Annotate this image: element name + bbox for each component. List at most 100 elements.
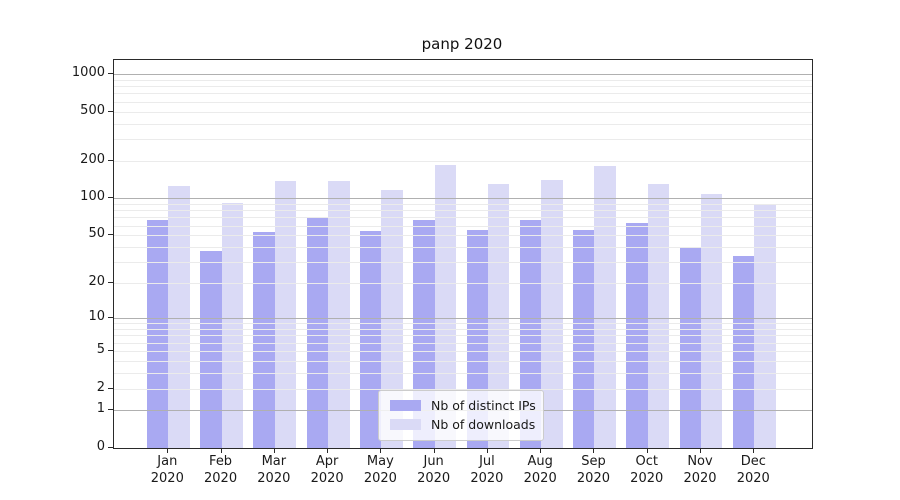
y-tick-mark — [108, 197, 113, 199]
y-tick-mark — [108, 110, 113, 112]
bar-distinct-ips — [306, 218, 329, 448]
x-tick-label-year: 2020 — [630, 471, 664, 486]
bar-downloads — [168, 185, 190, 448]
minor-gridline — [114, 210, 812, 212]
y-tick-label: 20 — [88, 274, 105, 290]
legend-item-distinct-ips: Nb of distinct IPs — [379, 396, 543, 415]
bar-distinct-ips — [146, 219, 169, 448]
minor-gridline — [114, 351, 812, 353]
x-tick-mark — [220, 448, 222, 453]
x-tick-mark — [753, 448, 755, 453]
minor-gridline — [114, 235, 812, 237]
legend-label-downloads: Nb of downloads — [431, 417, 536, 432]
y-tick-label: 1000 — [71, 65, 105, 81]
minor-gridline — [114, 101, 812, 103]
bar-distinct-ips — [359, 231, 382, 448]
y-tick-mark — [108, 317, 113, 319]
minor-gridline — [114, 372, 812, 374]
minor-gridline — [114, 86, 812, 88]
bar-distinct-ips — [200, 251, 222, 448]
minor-gridline — [114, 329, 812, 331]
bar-downloads — [487, 183, 510, 448]
minor-gridline — [114, 123, 812, 125]
x-tick-label: Jan 2020 — [137, 453, 197, 487]
minor-gridline — [114, 79, 812, 81]
gridlines-layer — [114, 60, 812, 448]
x-tick-label: Aug 2020 — [510, 453, 570, 487]
minor-gridline — [114, 225, 812, 227]
legend: Nb of distinct IPs Nb of downloads — [378, 390, 544, 441]
y-tick-mark — [108, 73, 113, 75]
x-tick-mark — [646, 448, 648, 453]
x-tick-mark — [433, 448, 435, 453]
x-tick-label: Mar 2020 — [244, 453, 304, 487]
y-tick-mark — [108, 160, 113, 162]
x-tick-mark — [167, 448, 169, 453]
bar-downloads — [647, 183, 670, 448]
bar-distinct-ips — [253, 232, 275, 448]
major-gridline — [114, 74, 812, 76]
minor-gridline — [114, 247, 812, 249]
x-tick-label: Jul 2020 — [457, 453, 517, 487]
minor-gridline — [114, 217, 812, 219]
x-tick-label-year: 2020 — [523, 471, 557, 486]
y-tick-mark — [108, 387, 113, 389]
legend-label-distinct-ips: Nb of distinct IPs — [431, 398, 536, 413]
x-tick-label: Sep 2020 — [563, 453, 623, 487]
x-tick-label-year: 2020 — [683, 471, 717, 486]
minor-gridline — [114, 262, 812, 264]
x-tick-label-year: 2020 — [417, 471, 451, 486]
y-tick-mark — [108, 409, 113, 411]
minor-gridline — [114, 335, 812, 337]
minor-gridline — [114, 203, 812, 205]
x-tick-mark — [380, 448, 382, 453]
x-tick-label-year: 2020 — [363, 471, 397, 486]
bar-downloads — [594, 166, 616, 448]
x-tick-label: Oct 2020 — [617, 453, 677, 487]
x-tick-label-year: 2020 — [310, 471, 344, 486]
y-tick-label: 50 — [88, 226, 105, 242]
y-tick-label: 200 — [80, 152, 105, 168]
chart-title: panp 2020 — [421, 35, 503, 53]
y-tick-mark — [108, 234, 113, 236]
legend-item-downloads: Nb of downloads — [379, 415, 543, 434]
y-tick-label: 500 — [80, 102, 105, 118]
x-tick-mark — [540, 448, 542, 453]
y-tick-label: 2 — [96, 379, 105, 395]
major-gridline — [114, 198, 812, 200]
minor-gridline — [114, 111, 812, 113]
x-tick-label: May 2020 — [350, 453, 410, 487]
x-tick-mark — [486, 448, 488, 453]
legend-swatch-distinct-ips — [390, 400, 421, 411]
x-tick-label: Feb 2020 — [191, 453, 251, 487]
x-tick-mark — [700, 448, 701, 453]
x-tick-label-year: 2020 — [576, 471, 610, 486]
legend-swatch-downloads — [390, 419, 421, 430]
x-tick-mark — [327, 448, 329, 453]
x-tick-label-year: 2020 — [470, 471, 504, 486]
bar-downloads — [701, 194, 723, 448]
x-tick-label-year: 2020 — [257, 471, 291, 486]
x-tick-label-year: 2020 — [150, 471, 184, 486]
x-tick-label: Dec 2020 — [723, 453, 783, 487]
minor-gridline — [114, 139, 812, 141]
y-tick-label: 1 — [96, 401, 105, 417]
bar-downloads — [541, 179, 563, 448]
x-tick-label: Jun 2020 — [404, 453, 464, 487]
bar-distinct-ips — [573, 230, 595, 448]
bar-downloads — [754, 205, 776, 448]
bar-distinct-ips — [626, 222, 648, 448]
y-tick-mark — [108, 350, 113, 352]
bar-downloads — [221, 203, 243, 448]
x-tick-label: Apr 2020 — [297, 453, 357, 487]
minor-gridline — [114, 323, 812, 325]
major-gridline — [114, 318, 812, 320]
minor-gridline — [114, 93, 812, 95]
y-tick-mark — [108, 447, 113, 448]
plot-area — [113, 59, 813, 449]
x-tick-mark — [593, 448, 595, 453]
minor-gridline — [114, 342, 812, 344]
minor-gridline — [114, 161, 812, 163]
y-tick-label: 100 — [80, 189, 105, 205]
